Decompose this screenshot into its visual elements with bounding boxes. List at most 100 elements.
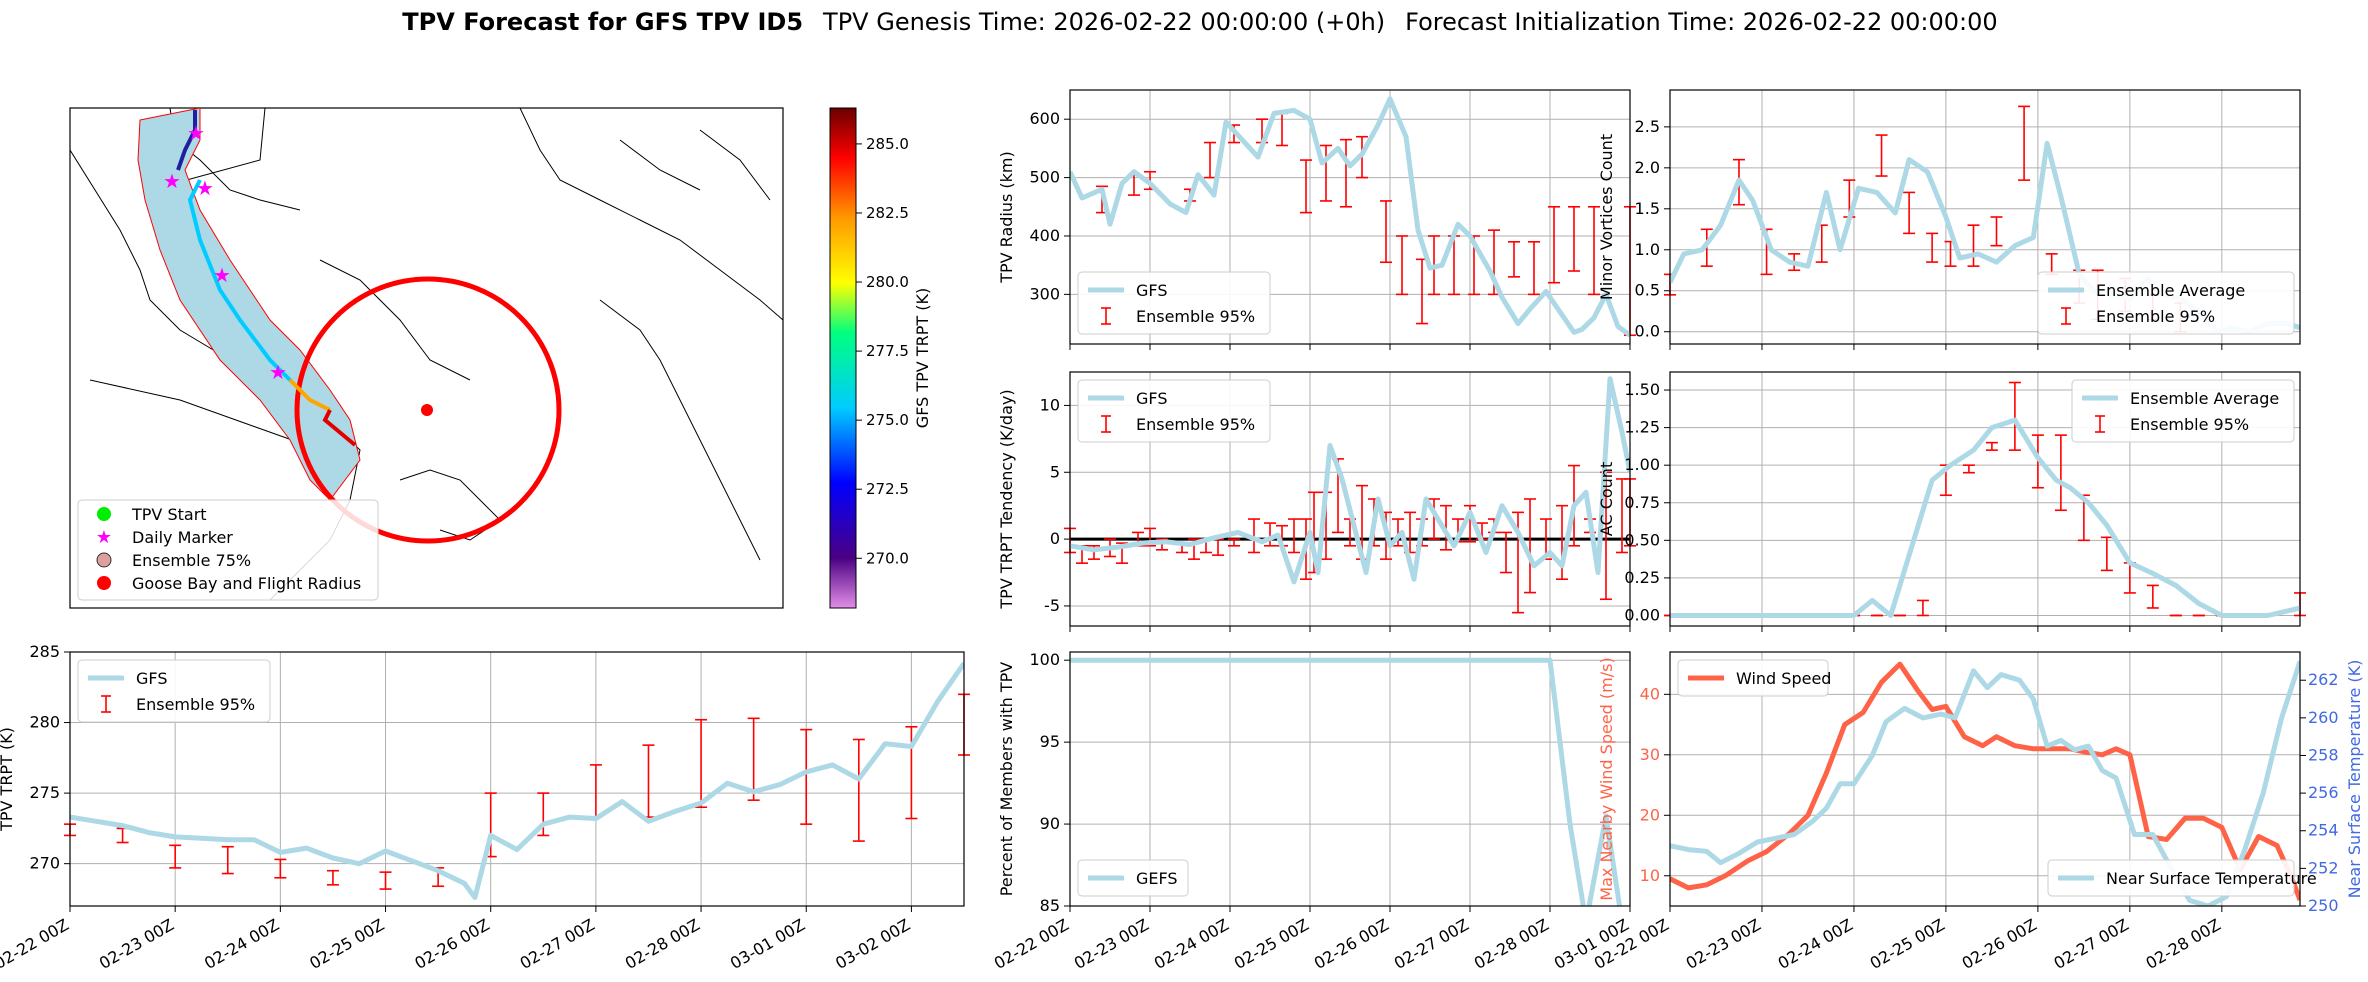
tpv-track-mid <box>187 179 292 382</box>
x-tick-label: 02-24 00Z <box>1151 915 1232 973</box>
legend-label: GFS <box>136 669 167 688</box>
y-tick-label: 0.25 <box>1624 568 1660 587</box>
y-axis-label: Percent of Members with TPV <box>997 662 1016 896</box>
legend-label: Ensemble 95% <box>1136 307 1255 326</box>
legend-label: Goose Bay and Flight Radius <box>132 574 361 593</box>
panel-ac: 0.00 0.25 0.50 0.75 1.00 1.25 1.50 AC Count Ense… <box>1597 371 2306 632</box>
x-tick-label: 02-23 00Z <box>1683 915 1764 973</box>
legend-label: GFS <box>1136 389 1167 408</box>
tpv-start-legend-icon <box>97 507 111 521</box>
plot-frame <box>1669 651 2301 907</box>
legend-label: GFS <box>1136 281 1167 300</box>
x-tick-label: 02-22 00Z <box>991 915 1072 973</box>
y-tick-label: 10 <box>1640 866 1660 885</box>
x-tick-label: 02-25 00Z <box>306 915 387 973</box>
x-tick-label: 03-02 00Z <box>832 915 913 973</box>
x-tick-label: 02-27 00Z <box>2051 915 2132 973</box>
plot-frame <box>1069 651 1631 907</box>
y-tick-label: 600 <box>1029 109 1060 128</box>
y-tick-label: 30 <box>1640 745 1660 764</box>
colorbar-tick-label: 282.5 <box>866 204 909 222</box>
y-axis-label: Minor Vortices Count <box>1597 134 1616 300</box>
flight-radius-circle <box>294 276 562 544</box>
legend-label: GEFS <box>1136 869 1178 888</box>
x-tick-label: 02-26 00Z <box>1959 915 2040 973</box>
plot-frame <box>1069 371 1631 627</box>
y-tick-label: 280 <box>29 713 60 732</box>
legend-label: Ensemble 95% <box>1136 415 1255 434</box>
colorbar-tick-label: 285.0 <box>866 135 909 153</box>
legend-box <box>2037 271 2295 335</box>
daily-marker: ★ <box>269 360 287 384</box>
colorbar-tick-label: 272.5 <box>866 480 909 498</box>
legend-box <box>1677 659 1829 697</box>
plot-frame <box>1669 89 2301 345</box>
y-tick-label: 285 <box>29 642 60 661</box>
y-tick-label: 1.50 <box>1624 380 1660 399</box>
goose-bay-legend-icon <box>97 576 111 590</box>
panel-minor: 0.0 0.5 1.0 1.5 2.0 2.5 Minor Vortices Count En… <box>1597 89 2301 350</box>
y-axis-label: TPV TRPT (K) <box>0 727 16 832</box>
colorbar-tick-label: 277.5 <box>866 342 909 360</box>
y-axis-label: TPV Radius (km) <box>997 151 1016 284</box>
y-tick-label: 500 <box>1029 168 1060 187</box>
legend-label: Ensemble Average <box>2096 281 2245 300</box>
y-axis-label: Max Nearby Wind Speed (m/s) <box>1597 657 1616 900</box>
legend-label: Daily Marker <box>132 528 233 547</box>
colorbar-tick-label: 280.0 <box>866 273 909 291</box>
y-tick-label: 90 <box>1040 814 1060 833</box>
y-tick-label: 300 <box>1029 284 1060 303</box>
y-tick-label: 10 <box>1040 395 1060 414</box>
x-tick-label: 02-28 00Z <box>1471 915 1552 973</box>
series-line-ensemble-average <box>1670 417 2300 618</box>
legend-label: Ensemble 95% <box>2096 307 2215 326</box>
y-tick-label: 100 <box>1029 650 1060 669</box>
y-axis-label: AC Count <box>1597 462 1616 536</box>
y-axis-label-right: Near Surface Temperature (K) <box>2345 660 2364 899</box>
series-line-gfs <box>1070 96 1630 338</box>
y-tick-label-right: 258 <box>2308 745 2339 764</box>
x-tick-label: 02-22 00Z <box>0 915 72 973</box>
tpv-track-early <box>176 110 197 171</box>
colorbar-bar <box>829 107 857 609</box>
y-tick-label-right: 262 <box>2308 670 2339 689</box>
y-tick-label: 2.0 <box>1635 158 1660 177</box>
y-tick-label: 1.25 <box>1624 418 1660 437</box>
daily-marker: ★ <box>163 169 181 193</box>
colorbar-tick-label: 270.0 <box>866 549 909 567</box>
y-tick-label-right: 250 <box>2308 896 2339 915</box>
x-tick-label: 02-27 00Z <box>517 915 598 973</box>
goose-bay-marker <box>421 404 433 416</box>
panel-tendency: -5 0 5 10 TPV TRPT Tendency (K/day) GFS Ensemb… <box>997 371 1636 632</box>
y-tick-label: 95 <box>1040 732 1060 751</box>
daily-marker: ★ <box>196 176 214 200</box>
y-tick-label-right: 260 <box>2308 708 2339 727</box>
x-tick-label: 02-26 00Z <box>1311 915 1392 973</box>
title-init: Forecast Initialization Time: 2026-02-22… <box>1405 8 1998 36</box>
x-tick-label: 02-26 00Z <box>411 915 492 973</box>
map-panel: ★ ★ ★ ★ ★ TPV Start ★ Daily Marker Ensem… <box>69 107 932 609</box>
plot-frame <box>69 651 965 907</box>
y-tick-label: 1.00 <box>1624 455 1660 474</box>
figure-title: TPV Forecast for GFS TPV ID5 TPV Genesis … <box>402 8 1997 36</box>
legend-box <box>77 659 271 723</box>
x-tick-label: 02-25 00Z <box>1867 915 1948 973</box>
y-tick-label: 85 <box>1040 896 1060 915</box>
legend-label: Ensemble 75% <box>132 551 251 570</box>
y-tick-label: 0.0 <box>1635 322 1660 341</box>
x-tick-label: 02-25 00Z <box>1231 915 1312 973</box>
y-tick-label: 40 <box>1640 684 1660 703</box>
legend-label: Ensemble Average <box>2130 389 2279 408</box>
legend-box <box>2071 379 2295 443</box>
plot-frame <box>1069 89 1631 345</box>
series-line-gfs <box>1070 376 1630 585</box>
y-tick-label-right: 252 <box>2308 858 2339 877</box>
y-axis-label: TPV TRPT Tendency (K/day) <box>997 389 1016 609</box>
x-tick-label: 02-23 00Z <box>1071 915 1152 973</box>
colorbar: 270.0 272.5 275.0 277.5 280.0 282.5 285.0 GFS … <box>829 107 932 609</box>
plot-frame <box>1669 371 2301 627</box>
y-tick-label-right: 256 <box>2308 783 2339 802</box>
y-tick-label: 275 <box>29 783 60 802</box>
